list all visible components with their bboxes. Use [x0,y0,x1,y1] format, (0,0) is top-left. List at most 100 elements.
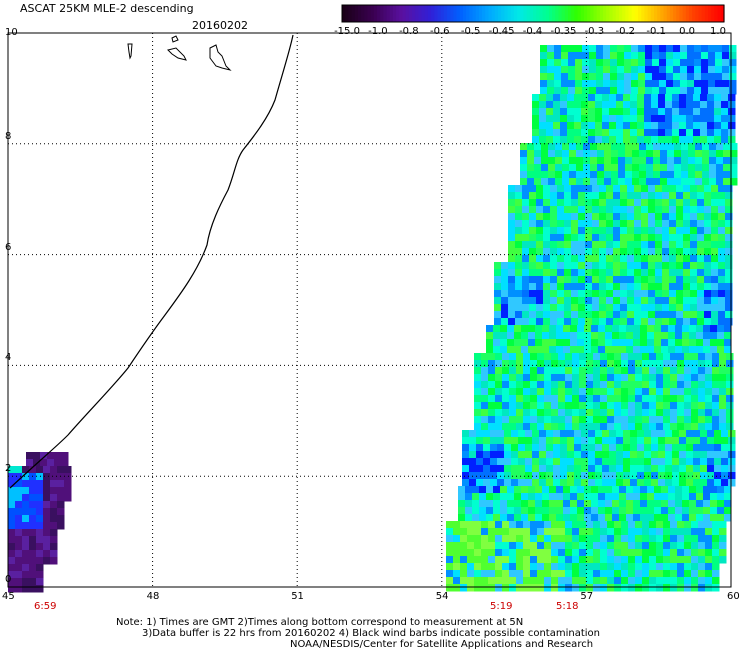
swath-cell [704,248,712,256]
swath-cell [530,409,538,417]
swath-cell [679,430,687,438]
swath-cell [599,206,607,214]
colorbar-segment [345,5,349,22]
swath-cell [474,542,482,550]
swath-cell [562,143,570,151]
swath-cell [620,283,628,291]
swath-cell [507,500,515,508]
swath-cell [550,206,558,214]
map-title: ASCAT 25KM MLE-2 descending [20,2,194,15]
swath-cell [549,325,557,333]
swath-cell [700,122,708,130]
swath-cell [634,248,642,256]
swath-cell [605,514,613,522]
swath-cell [640,339,648,347]
swath-cell [677,549,685,557]
swath-cell [593,521,601,529]
swath-cell [684,402,692,410]
swath-cell [614,367,622,375]
swath-cell [723,164,731,172]
swath-cell [528,493,536,501]
swath-cell [645,80,653,88]
swath-cell [525,479,533,487]
swath-cell [637,458,645,466]
swath-cell [616,444,624,452]
swath-cell [630,444,638,452]
swath-cell [567,472,575,480]
swath-cell [537,409,545,417]
swath-cell [667,150,675,158]
grid-lines [8,33,731,587]
colorbar-segment [625,5,630,22]
swath-cell [694,52,702,60]
swath-cell [645,87,653,95]
swath-cell [563,493,571,501]
swath-cell [606,192,614,200]
swath-cell [481,535,489,543]
swath-cell [655,311,663,319]
swath-cell [624,80,632,88]
swath-cell [662,262,670,270]
swath-cell [719,416,727,424]
swath-cell [479,507,487,515]
swath-cell [625,164,633,172]
swath-cell [705,528,713,536]
swath-cell [693,122,701,130]
swath-cell [579,584,587,592]
swath-cell [712,409,720,417]
swath-cell [634,304,642,312]
swath-cell [682,339,690,347]
swath-cell [581,115,589,123]
colorbar-segment [488,5,493,22]
swath-cell [481,374,489,382]
swath-cell [595,465,603,473]
swath-cell [696,325,704,333]
swath-cell [623,458,631,466]
swath-cell [553,101,561,109]
swath-cell [634,318,642,326]
swath-cell [621,381,629,389]
swath-cell [602,437,610,445]
swath-cell [572,416,580,424]
swath-cell [536,213,544,221]
swath-cell [579,402,587,410]
colorbar-segment [542,5,547,22]
swath-cell [578,185,586,193]
swath-cell [553,465,561,473]
swath-cell [486,346,494,354]
swath-cell [649,409,657,417]
swath-cell [29,585,37,593]
swath-cell [603,73,611,81]
swath-cell [553,129,561,137]
swath-cell [543,290,551,298]
swath-cell [591,507,599,515]
swath-cell [691,549,699,557]
swath-cell [694,80,702,88]
swath-cell [558,395,566,403]
swath-cell [628,521,636,529]
swath-cell [656,535,664,543]
swath-cell [635,542,643,550]
swath-cell [712,416,720,424]
swath-cell [574,115,582,123]
swath-cell [460,563,468,571]
swath-cell [687,59,695,67]
swath-cell [568,45,576,53]
swath-cell [551,381,559,389]
swath-cell [532,444,540,452]
swath-cell [656,542,664,550]
swath-cell [581,479,589,487]
swath-cell [572,395,580,403]
swath-cell [585,255,593,263]
colorbar-segment [536,5,540,22]
swath-cell [613,234,621,242]
swath-cell [649,535,657,543]
swath-cell [515,311,523,319]
swath-cell [543,227,551,235]
swath-cell [641,241,649,249]
swath-cell [564,276,572,284]
swath-cell [626,332,634,340]
swath-cell [712,360,720,368]
swath-cell [688,143,696,151]
swath-cell [638,87,646,95]
